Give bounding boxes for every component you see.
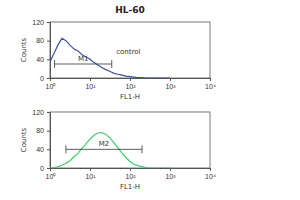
gate-end bbox=[54, 60, 55, 68]
x-tick: 10¹ bbox=[85, 78, 96, 90]
x-tick-label: 10⁴ bbox=[205, 173, 216, 180]
x-tick: 10⁰ bbox=[46, 78, 57, 90]
x-axis: 10⁰ 10¹ 10² 10³ 10⁴ bbox=[46, 78, 216, 90]
plot-frame bbox=[50, 112, 210, 168]
x-tick: 10² bbox=[125, 168, 136, 180]
panel: 10⁰ 10¹ 10² 10³ 10⁴ 0 40 80 120 FL1-H Counts M1 cont… bbox=[20, 19, 216, 101]
histogram-line bbox=[50, 133, 170, 168]
y-tick-mark bbox=[47, 78, 50, 79]
gate-label: M2 bbox=[99, 140, 110, 148]
x-tick: 10³ bbox=[165, 78, 176, 90]
x-tick-mark bbox=[170, 78, 171, 81]
y-tick: 120 bbox=[32, 19, 50, 26]
y-tick-label: 80 bbox=[36, 37, 44, 44]
histogram-line bbox=[50, 38, 170, 78]
y-tick: 40 bbox=[36, 56, 50, 63]
y-tick-label: 0 bbox=[40, 75, 44, 82]
x-axis-line bbox=[51, 169, 211, 172]
y-axis-line bbox=[47, 113, 51, 169]
x-tick-label: 10² bbox=[125, 173, 136, 180]
gate-end bbox=[111, 60, 112, 68]
x-tick-label: 10³ bbox=[165, 83, 176, 90]
y-tick-mark bbox=[47, 131, 50, 132]
y-tick: 40 bbox=[36, 146, 50, 153]
y-tick-label: 40 bbox=[36, 56, 44, 63]
x-axis-title: FL1-H bbox=[120, 93, 140, 101]
x-tick-label: 10⁰ bbox=[46, 173, 57, 180]
y-tick: 0 bbox=[40, 75, 50, 82]
plot-frame bbox=[50, 22, 210, 78]
y-tick-mark bbox=[47, 22, 50, 23]
x-axis: 10⁰ 10¹ 10² 10³ 10⁴ bbox=[46, 168, 216, 180]
y-tick: 80 bbox=[36, 37, 50, 44]
y-axis-title: Counts bbox=[20, 127, 28, 152]
y-tick: 120 bbox=[32, 109, 50, 116]
x-tick-mark bbox=[90, 78, 91, 81]
y-tick-mark bbox=[47, 149, 50, 150]
x-tick: 10³ bbox=[165, 168, 176, 180]
x-tick: 10¹ bbox=[85, 168, 96, 180]
y-tick-mark bbox=[47, 41, 50, 42]
x-axis-title: FL1-H bbox=[120, 183, 140, 191]
panel: 10⁰ 10¹ 10² 10³ 10⁴ 0 40 80 120 FL1-H Counts M2 bbox=[20, 109, 216, 191]
x-axis-line bbox=[51, 79, 211, 82]
x-tick: 10⁰ bbox=[46, 168, 57, 180]
x-tick-mark bbox=[170, 168, 171, 171]
gate-end bbox=[142, 145, 143, 153]
y-tick-mark bbox=[47, 168, 50, 169]
y-tick-label: 80 bbox=[36, 127, 44, 134]
gate-label: M1 bbox=[78, 55, 89, 63]
plot-area bbox=[50, 38, 170, 78]
x-tick: 10⁴ bbox=[205, 168, 216, 180]
x-tick-mark bbox=[130, 78, 131, 81]
x-tick-label: 10² bbox=[125, 83, 136, 90]
y-axis-line bbox=[47, 23, 51, 79]
annotation: control bbox=[116, 48, 140, 56]
gate-end bbox=[65, 145, 66, 153]
x-tick-mark bbox=[130, 168, 131, 171]
figure: 10⁰ 10¹ 10² 10³ 10⁴ 0 40 80 120 FL1-H Counts M1 cont… bbox=[0, 0, 300, 200]
chart-title: HL-60 bbox=[115, 5, 145, 15]
x-tick-label: 10³ bbox=[165, 173, 176, 180]
x-tick-label: 10⁴ bbox=[205, 83, 216, 90]
y-axis: 0 40 80 120 bbox=[32, 109, 50, 172]
y-tick-label: 120 bbox=[32, 19, 44, 26]
y-axis: 0 40 80 120 bbox=[32, 19, 50, 82]
y-axis-title: Counts bbox=[20, 37, 28, 62]
chart-container: 10⁰ 10¹ 10² 10³ 10⁴ 0 40 80 120 FL1-H Counts M1 cont… bbox=[0, 0, 300, 200]
y-tick-label: 40 bbox=[36, 146, 44, 153]
x-tick-label: 10⁰ bbox=[46, 83, 57, 90]
y-tick-label: 0 bbox=[40, 165, 44, 172]
gate-line bbox=[66, 149, 142, 150]
x-tick: 10⁴ bbox=[205, 78, 216, 90]
y-tick-mark bbox=[47, 112, 50, 113]
x-tick-mark bbox=[90, 168, 91, 171]
y-tick: 80 bbox=[36, 127, 50, 134]
x-tick-label: 10¹ bbox=[85, 173, 96, 180]
x-tick: 10² bbox=[125, 78, 136, 90]
x-tick-mark bbox=[210, 78, 211, 81]
plot-area bbox=[50, 133, 170, 168]
gate-line bbox=[55, 64, 112, 65]
y-tick-mark bbox=[47, 59, 50, 60]
y-tick-label: 120 bbox=[32, 109, 44, 116]
x-tick-label: 10¹ bbox=[85, 83, 96, 90]
x-tick-mark bbox=[210, 168, 211, 171]
y-tick: 0 bbox=[40, 165, 50, 172]
